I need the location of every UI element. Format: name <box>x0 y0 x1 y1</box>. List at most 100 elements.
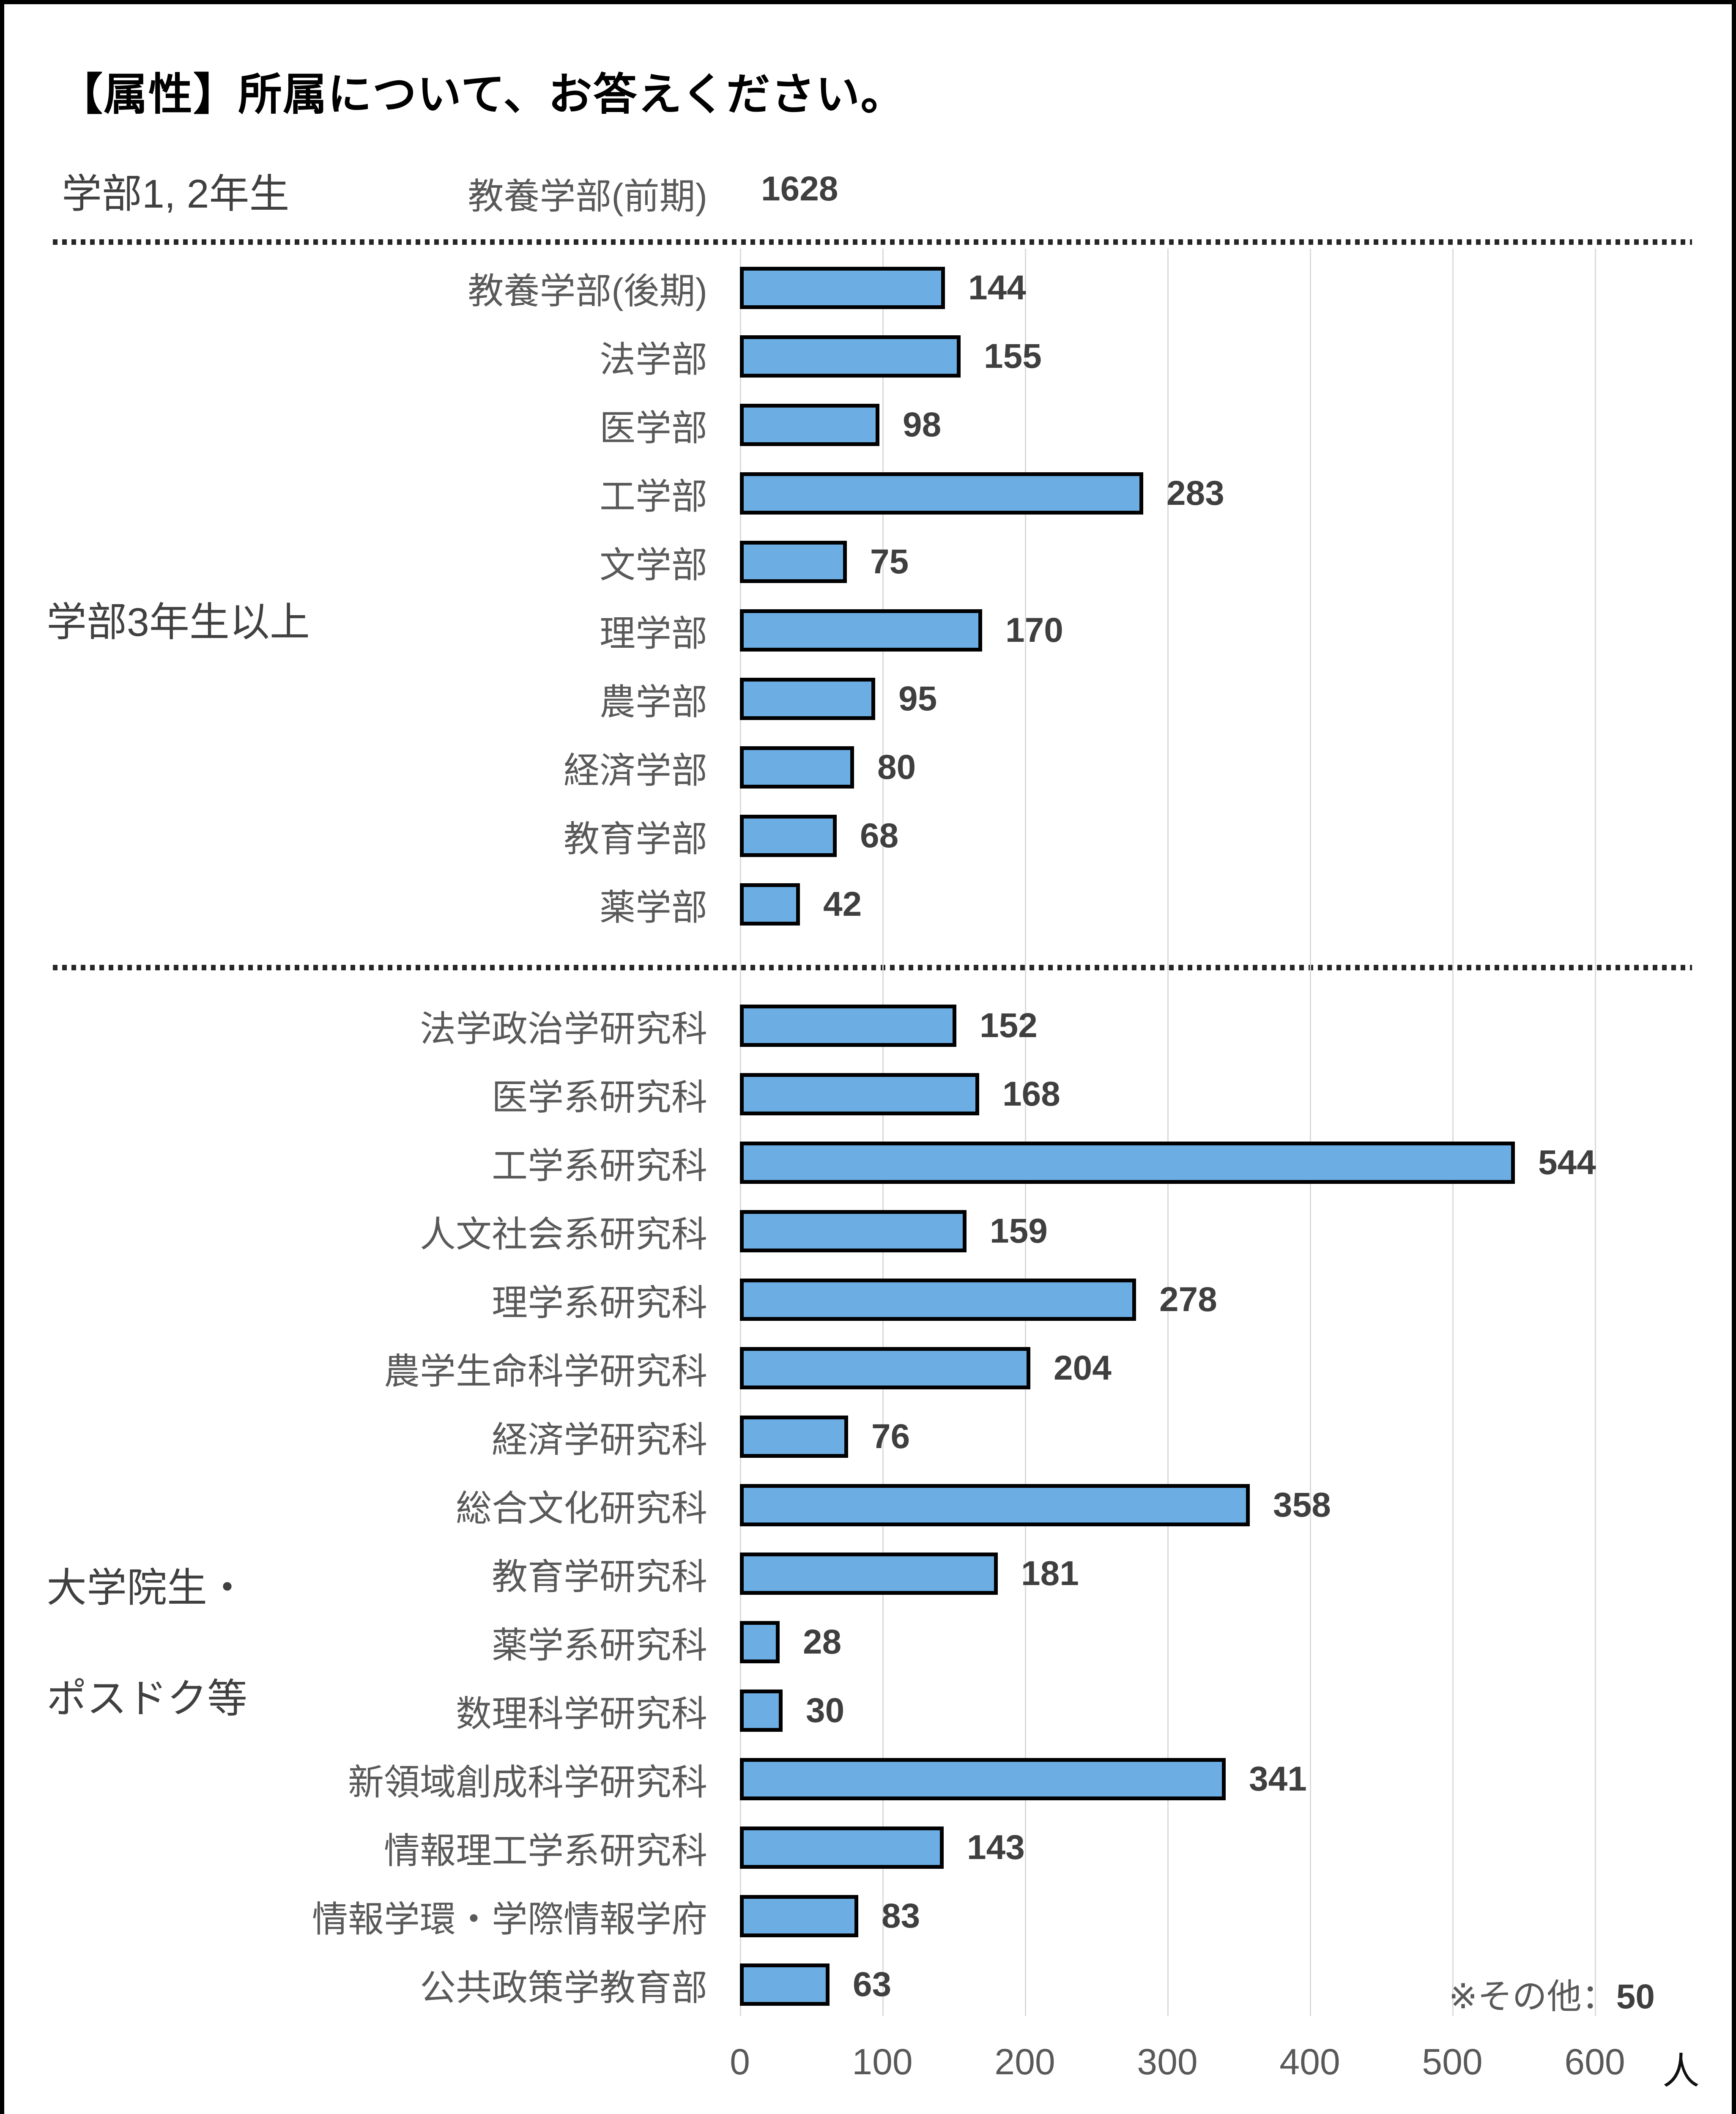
category-label: 新領域創成科学研究科 <box>348 1762 707 1803</box>
bar-area: 181 <box>740 1539 1712 1608</box>
bar <box>740 1416 848 1458</box>
bar-area: 63 <box>740 1950 1712 2019</box>
category-label: 情報理工学系研究科 <box>383 1831 707 1871</box>
bar <box>740 609 982 652</box>
x-axis-tick-100: 100 <box>852 2042 913 2082</box>
other-annotation-label: ※その他： <box>1448 1977 1616 2016</box>
value-label: 278 <box>1159 1280 1217 1319</box>
bar-area: 28 <box>740 1608 1712 1676</box>
bar-row: 工学部 283 <box>4 459 1712 528</box>
category-label: 法学政治学研究科 <box>419 1009 707 1049</box>
category-label: 法学部 <box>599 340 707 380</box>
category-label: 教養学部(後期) <box>468 271 707 312</box>
category-label: 理学系研究科 <box>491 1283 707 1323</box>
bar-row: 総合文化研究科 358 <box>4 1471 1712 1539</box>
bar-area: 159 <box>740 1197 1712 1265</box>
chart-title: 【属性】所属について、お答えください。 <box>59 70 906 119</box>
bar-row: 法学部 155 <box>4 322 1712 391</box>
x-axis-unit: 人 <box>1662 2050 1700 2092</box>
bar <box>740 883 800 926</box>
bar-row: 情報学環・学際情報学府 83 <box>4 1882 1712 1950</box>
bar-area: 358 <box>740 1471 1712 1539</box>
bar-row: 経済学部 80 <box>4 733 1712 802</box>
bar-area: 83 <box>740 1882 1712 1950</box>
group-label-grad-postdoc-line1: 大学院生・ <box>47 1566 248 1610</box>
bar-row: 文学部 75 <box>4 528 1712 596</box>
bar-row: 法学政治学研究科 152 <box>4 991 1712 1060</box>
bar <box>740 1142 1515 1184</box>
value-label: 28 <box>803 1623 842 1661</box>
bar-row: 農学生命科学研究科 204 <box>4 1334 1712 1402</box>
value-label: 181 <box>1021 1554 1079 1593</box>
bar <box>740 815 837 857</box>
category-label: 工学部 <box>599 476 707 517</box>
value-label: 42 <box>823 885 862 923</box>
value-label: 170 <box>1005 611 1063 649</box>
value-label: 143 <box>967 1828 1025 1867</box>
x-axis-tick-600: 600 <box>1564 2042 1625 2082</box>
bar-group-grad-postdoc: 法学政治学研究科 152 医学系研究科 168 工学系研究科 544 人文社会系… <box>4 991 1712 2019</box>
bar <box>740 404 879 446</box>
value-label: 95 <box>898 679 937 718</box>
category-label: 文学部 <box>599 545 707 586</box>
value-label: 144 <box>968 268 1026 307</box>
bar <box>740 1963 830 2006</box>
value-label: 159 <box>990 1212 1048 1250</box>
bar-row: 農学部 95 <box>4 665 1712 733</box>
bar-row: 教育学研究科 181 <box>4 1539 1712 1608</box>
bar-area: 98 <box>740 391 1712 459</box>
value-label: 83 <box>882 1897 920 1935</box>
bar <box>740 1621 780 1663</box>
value-label: 168 <box>1002 1075 1060 1113</box>
bar-area: 152 <box>740 991 1712 1060</box>
bar <box>740 267 945 309</box>
bar <box>740 1073 979 1115</box>
bar <box>740 1826 944 1869</box>
bar-row: 教育学部 68 <box>4 802 1712 870</box>
bar <box>740 1690 783 1732</box>
category-label: 人文社会系研究科 <box>419 1214 707 1255</box>
category-label: 農学生命科学研究科 <box>383 1351 707 1392</box>
category-label: 医学部 <box>599 408 707 449</box>
bar-area: 278 <box>740 1265 1712 1334</box>
bar-area: 95 <box>740 665 1712 733</box>
bar-area: 75 <box>740 528 1712 596</box>
bar <box>740 1484 1250 1526</box>
bar-area: 68 <box>740 802 1712 870</box>
bar-area: 80 <box>740 733 1712 802</box>
bar <box>740 1758 1226 1800</box>
bar <box>740 746 854 789</box>
bar-area: 155 <box>740 322 1712 391</box>
other-annotation: ※その他：50 <box>1448 1968 1655 2018</box>
bar <box>740 541 847 583</box>
bar-row: 人文社会系研究科 159 <box>4 1197 1712 1265</box>
value-label: 76 <box>871 1417 910 1456</box>
bar-row: 医学系研究科 168 <box>4 1060 1712 1128</box>
bar <box>740 1895 858 1937</box>
category-label-kyoyo-zenki: 教養学部(前期) <box>468 177 707 217</box>
bar <box>740 1553 998 1595</box>
value-label: 152 <box>980 1006 1038 1045</box>
value-label-kyoyo-zenki: 1628 <box>761 170 838 208</box>
x-axis-tick-400: 400 <box>1279 2042 1340 2082</box>
group-label-grad-postdoc-line2: ポスドク等 <box>47 1676 248 1721</box>
value-label: 98 <box>903 405 942 444</box>
bar-row: 教養学部(後期) 144 <box>4 254 1712 322</box>
bar-area: 341 <box>740 1745 1712 1813</box>
value-label: 544 <box>1538 1143 1596 1182</box>
bar-row: 情報理工学系研究科 143 <box>4 1813 1712 1882</box>
category-label: 理学部 <box>599 613 707 654</box>
bar-row: 理学系研究科 278 <box>4 1265 1712 1334</box>
value-label: 80 <box>877 748 916 786</box>
category-label: 薬学部 <box>599 887 707 928</box>
bar-row: 理学部 170 <box>4 596 1712 665</box>
bar-area: 76 <box>740 1402 1712 1471</box>
category-label: 工学系研究科 <box>491 1146 707 1186</box>
value-label: 341 <box>1249 1760 1307 1798</box>
bar-row: 公共政策学教育部 63 <box>4 1950 1712 2019</box>
bar <box>740 1347 1030 1389</box>
x-axis-tick-500: 500 <box>1422 2042 1483 2082</box>
bar-area: 168 <box>740 1060 1712 1128</box>
group-label-grad-postdoc: 大学院生・ ポスドク等 <box>47 1533 247 1754</box>
